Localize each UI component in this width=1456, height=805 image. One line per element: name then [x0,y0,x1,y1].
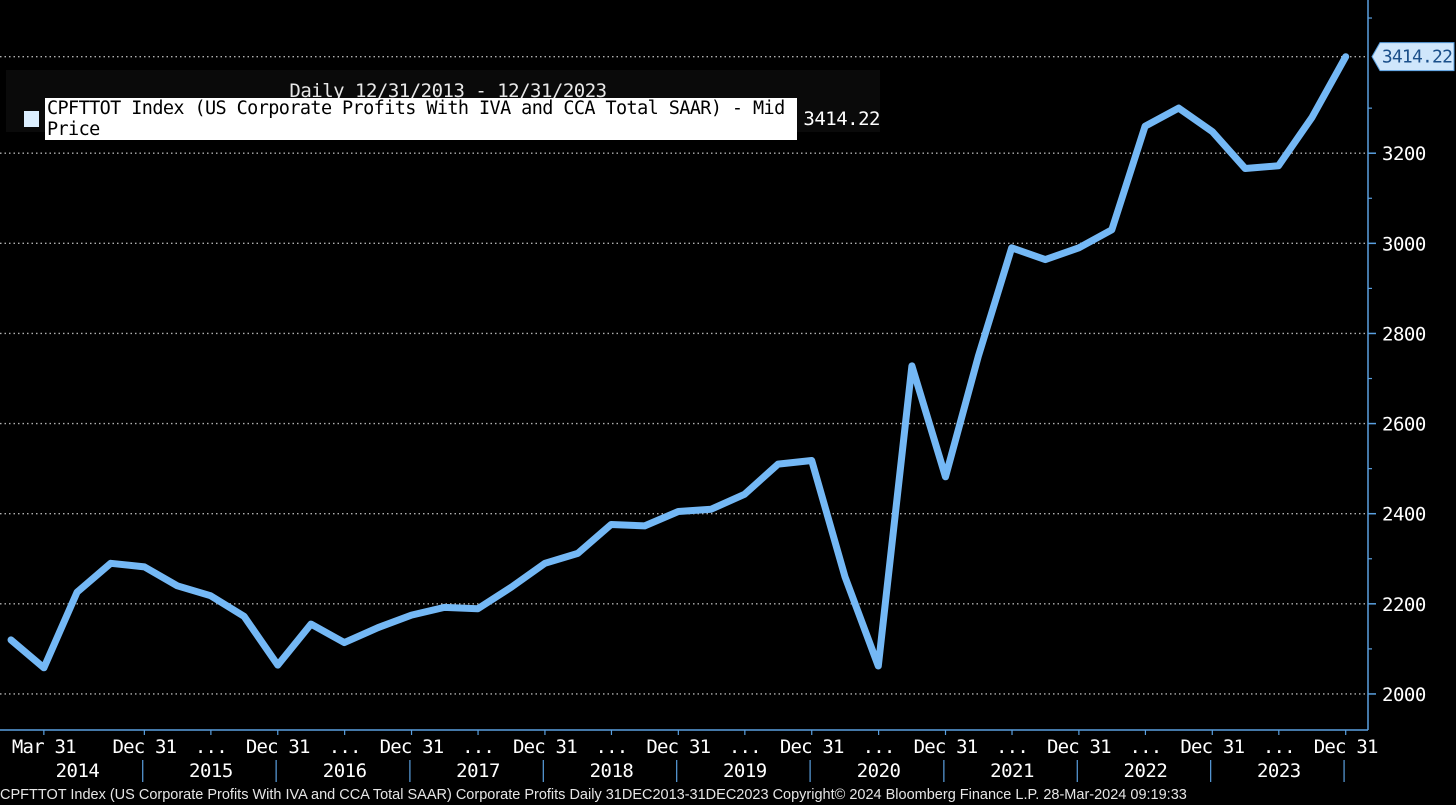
x-tick-label: Dec 31 [646,736,710,758]
x-tick-label: ... [595,736,627,758]
y-tick-label: 3200 [1382,143,1426,165]
legend-series-name: CPFTTOT Index (US Corporate Profits With… [44,98,798,140]
x-axis: Mar 31 Dec 31... Dec 31... Dec 31... Dec 31.… [0,729,1379,782]
x-tick-label: Dec 31 [1180,736,1244,758]
y-tick-label: 3000 [1382,233,1426,255]
series-line-cpfttot [7,53,1350,672]
y-tick-label: 2600 [1382,414,1426,436]
x-tick-label: ... [195,736,227,758]
x-year-label: 2021 [990,760,1034,782]
x-tick-label: Dec 31 [246,736,310,758]
y-tick-label: 2000 [1382,684,1426,706]
x-tick-label: ... [329,736,361,758]
x-year-label: 2023 [1257,760,1301,782]
legend: Daily 12/31/2013 - 12/31/2023 CPFTTOT In… [6,70,880,140]
x-tick-label: Dec 31 [1314,736,1378,758]
last-value-tag: 3414.22 [1371,42,1455,72]
x-tick-label: Dec 31 [1047,736,1111,758]
x-tick-label: ... [1263,736,1295,758]
x-tick-label: Mar 31 [12,736,76,758]
x-year-label: 2018 [590,760,634,782]
x-tick-label: ... [996,736,1028,758]
x-tick-label: Dec 31 [513,736,577,758]
last-value-tag-shape [1371,42,1455,72]
legend-entry[interactable]: CPFTTOT Index (US Corporate Profits With… [24,98,880,140]
y-tick-label: 2200 [1382,594,1426,616]
x-tick-label: ... [863,736,895,758]
y-tick-label: 2400 [1382,504,1426,526]
x-tick-label: ... [1129,736,1161,758]
x-year-label: 2022 [1124,760,1168,782]
last-value-tag-text: 3414.22 [1382,47,1452,68]
x-tick-label: ... [729,736,761,758]
x-tick-label: ... [462,736,494,758]
x-tick-label: Dec 31 [914,736,978,758]
legend-swatch-icon [24,111,39,127]
chart-footer: CPFTTOT Index (US Corporate Profits With… [0,787,1187,803]
x-year-label: 2014 [56,760,100,782]
x-year-label: 2016 [323,760,367,782]
legend-last-value: 3414.22 [803,108,880,130]
x-tick-label: Dec 31 [780,736,844,758]
x-year-label: 2017 [456,760,500,782]
y-tick-label: 2800 [1382,323,1426,345]
legend-date-range: Daily 12/31/2013 - 12/31/2023 [289,80,607,102]
x-tick-label: Dec 31 [112,736,176,758]
x-year-label: 2019 [723,760,767,782]
y-axis: 2000 2200 2400 2600 2800 3000 3200 [1367,0,1426,730]
x-tick-label: Dec 31 [380,736,444,758]
x-year-label: 2020 [857,760,901,782]
gridlines [0,55,1368,695]
x-year-label: 2015 [189,760,233,782]
